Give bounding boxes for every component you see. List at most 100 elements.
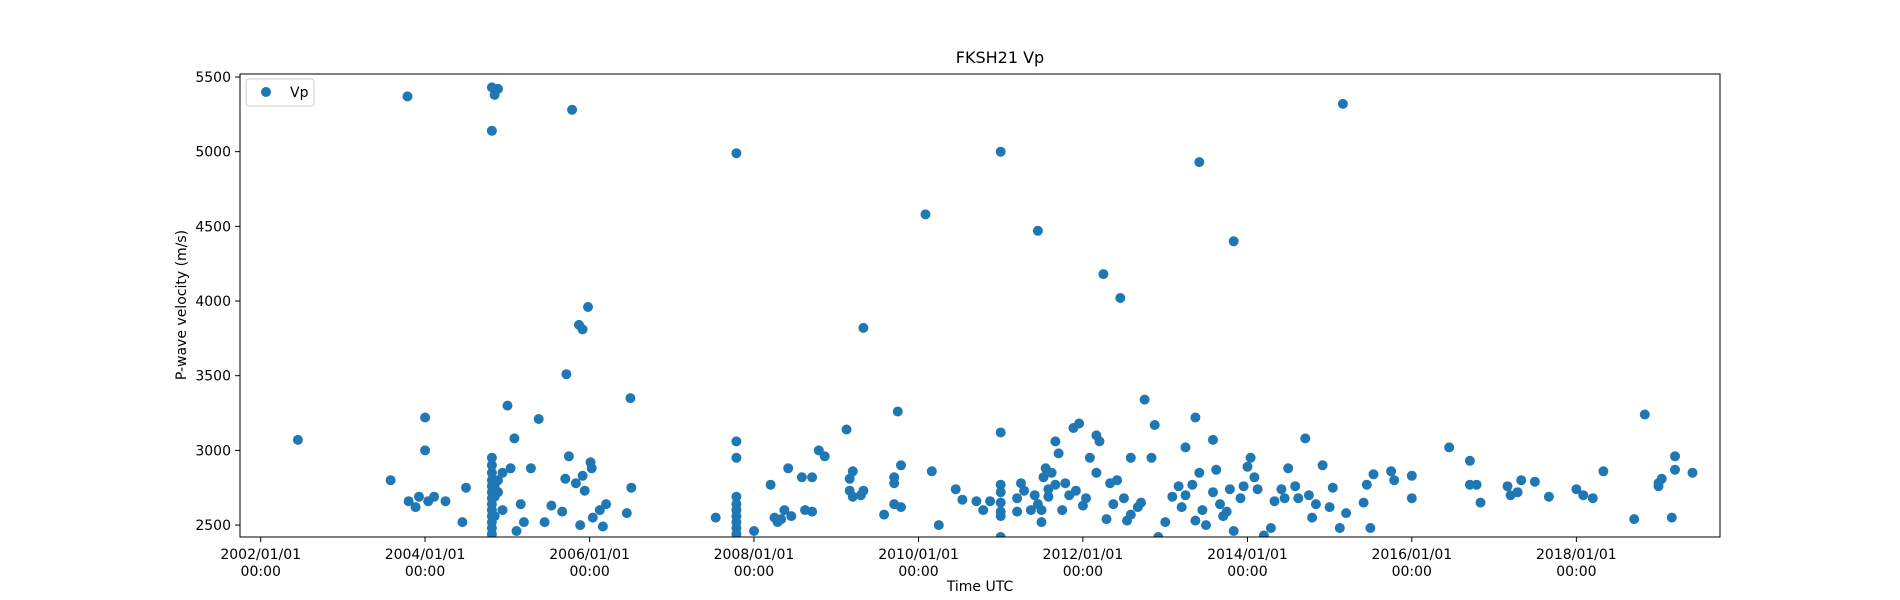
data-point [486,452,497,463]
data-point [889,478,900,489]
data-points [292,82,1698,537]
data-point [844,473,855,484]
data-point [1038,472,1049,483]
data-point [1444,442,1455,453]
data-point [1046,467,1057,478]
data-point [511,526,522,536]
x-tick-label: 2012/01/01 00:00 [1043,547,1124,580]
data-point [1337,98,1348,109]
data-point [796,472,807,483]
data-point [1300,433,1311,444]
data-point [1543,491,1554,502]
data-point [1235,493,1246,504]
data-point [731,491,742,502]
data-point [402,91,413,102]
data-point [625,393,636,404]
data-point [539,517,550,528]
data-point [1208,487,1218,498]
data-point [563,451,574,462]
data-point [597,521,608,532]
data-point [1070,485,1081,496]
data-point [1012,506,1023,517]
data-point [1242,461,1253,472]
data-point [1228,526,1239,536]
data-point [1670,451,1680,462]
data-point [621,508,632,519]
data-point [1176,502,1187,513]
y-tick-label: 5500 [195,70,231,86]
data-point [950,484,961,495]
data-point [1108,499,1119,510]
y-tick-label: 3000 [195,443,231,459]
data-point [841,424,852,435]
x-tick-label: 2006/01/01 00:00 [549,547,630,580]
data-point [995,479,1006,490]
data-point [731,529,742,537]
data-point [518,517,529,528]
data-point [879,509,890,520]
data-point [1115,293,1126,303]
data-point [1327,482,1338,493]
data-point [1173,481,1184,492]
data-point [807,506,818,517]
data-point [561,369,572,380]
data-point [1160,517,1171,528]
data-point [1276,484,1287,495]
data-point [1512,487,1523,498]
data-point [995,146,1006,157]
data-point [1324,502,1335,513]
data-point [575,520,586,531]
data-point [1224,484,1235,495]
data-point [858,485,869,496]
data-point [1032,225,1043,236]
data-point [1043,491,1054,502]
data-point [533,414,544,424]
data-point [1249,472,1260,483]
data-point [577,324,588,335]
data-point [1139,394,1150,405]
data-point [1118,493,1129,504]
data-point [933,520,944,531]
data-point [807,472,818,483]
data-point [995,532,1006,537]
x-axis: 2002/01/01 00:00 2004/01/01 00:00 2006/01/01… [220,537,1617,580]
data-point [1146,452,1157,463]
data-point [1228,236,1239,247]
data-point [995,511,1006,522]
data-point [1406,470,1417,481]
data-point [1112,475,1123,486]
data-point [1180,442,1191,453]
data-point [971,496,982,507]
data-point [461,482,471,493]
data-point [560,473,571,484]
chart-title: FKSH21 Vp [956,48,1044,67]
data-point [1084,452,1095,463]
data-point [557,506,568,517]
data-point [1125,452,1136,463]
data-point [493,475,503,486]
data-point [1290,481,1301,492]
data-point [1310,499,1321,510]
y-tick-label: 4500 [195,219,231,235]
data-point [1094,436,1105,447]
data-point [1587,493,1598,504]
y-axis: 2500 3000 3500 4000 4500 5000 5500 [195,70,240,534]
y-tick-label: 4000 [195,294,231,310]
x-axis-label: Time UTC [946,579,1014,595]
data-point [586,463,597,474]
data-point [1197,505,1208,516]
data-point [1125,509,1136,520]
data-point [509,433,520,444]
data-point [502,400,513,411]
data-point [429,491,440,502]
data-point [1060,478,1071,489]
data-point [1194,157,1205,168]
data-point [926,466,937,477]
data-point [486,460,497,471]
data-point [1036,517,1047,528]
data-point [440,496,451,507]
y-axis-label: P-wave velocity (m/s) [174,230,190,380]
data-point [505,463,516,474]
data-point [1529,476,1540,487]
data-point [858,322,869,333]
